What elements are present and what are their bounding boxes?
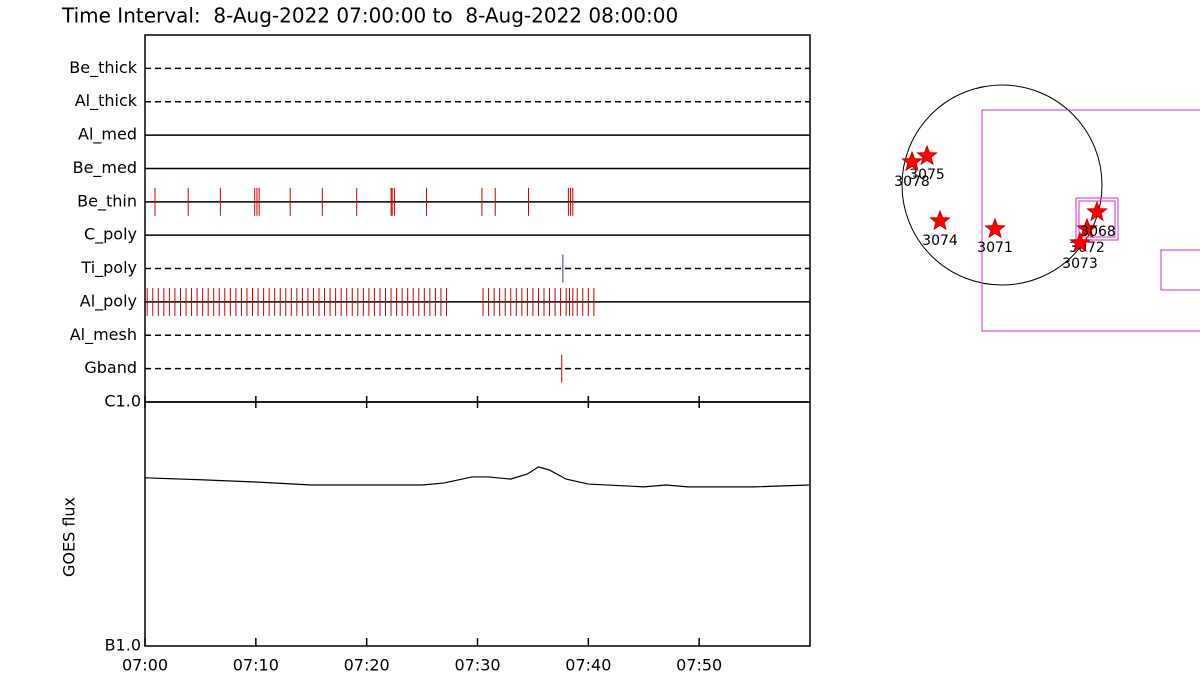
row-label: Al_poly — [80, 291, 137, 311]
row-label: Ti_poly — [80, 258, 137, 278]
row-label: Be_med — [73, 158, 137, 178]
row-label: Be_thick — [69, 58, 137, 78]
x-tick-label: 07:20 — [344, 656, 390, 675]
solar-disk — [901, 84, 1103, 286]
row-label: Al_med — [78, 125, 137, 145]
region-label: 3073 — [1062, 256, 1098, 272]
row-label: Gband — [84, 358, 137, 377]
region-star — [984, 217, 1006, 239]
row-label: Be_thin — [77, 191, 137, 211]
region-label: 3074 — [922, 233, 958, 249]
region-label: 3068 — [1080, 224, 1116, 240]
x-tick-label: 07:50 — [676, 656, 722, 675]
y-tick-label: C1.0 — [104, 392, 141, 411]
x-tick-label: 07:00 — [122, 656, 168, 675]
region-label: 3075 — [909, 167, 945, 183]
region-star — [1076, 217, 1098, 239]
region-star — [916, 144, 938, 166]
row-label: Al_thick — [75, 91, 138, 111]
region-star — [929, 209, 951, 231]
row-label: Al_mesh — [70, 325, 137, 345]
x-tick-label: 07:40 — [565, 656, 611, 675]
fov-box — [1075, 197, 1119, 241]
region-star — [1086, 200, 1108, 222]
region-label: 3078 — [894, 174, 930, 190]
chart-title: Time Interval: 8-Aug-2022 07:00:00 to 8-… — [61, 4, 678, 28]
goes-frame — [144, 401, 811, 647]
region-star — [901, 150, 923, 172]
fov-box — [981, 109, 1200, 332]
row-label: C_poly — [84, 225, 137, 245]
x-tick-label: 07:10 — [233, 656, 279, 675]
timeline-frame — [144, 34, 811, 403]
y-tick-label: B1.0 — [105, 636, 141, 655]
goes-curve — [144, 466, 809, 488]
region-label: 3071 — [977, 240, 1013, 256]
region-star — [1069, 231, 1091, 253]
x-tick-label: 07:30 — [454, 656, 500, 675]
fov-box — [1160, 249, 1200, 291]
y-axis-label: GOES flux — [60, 497, 79, 577]
